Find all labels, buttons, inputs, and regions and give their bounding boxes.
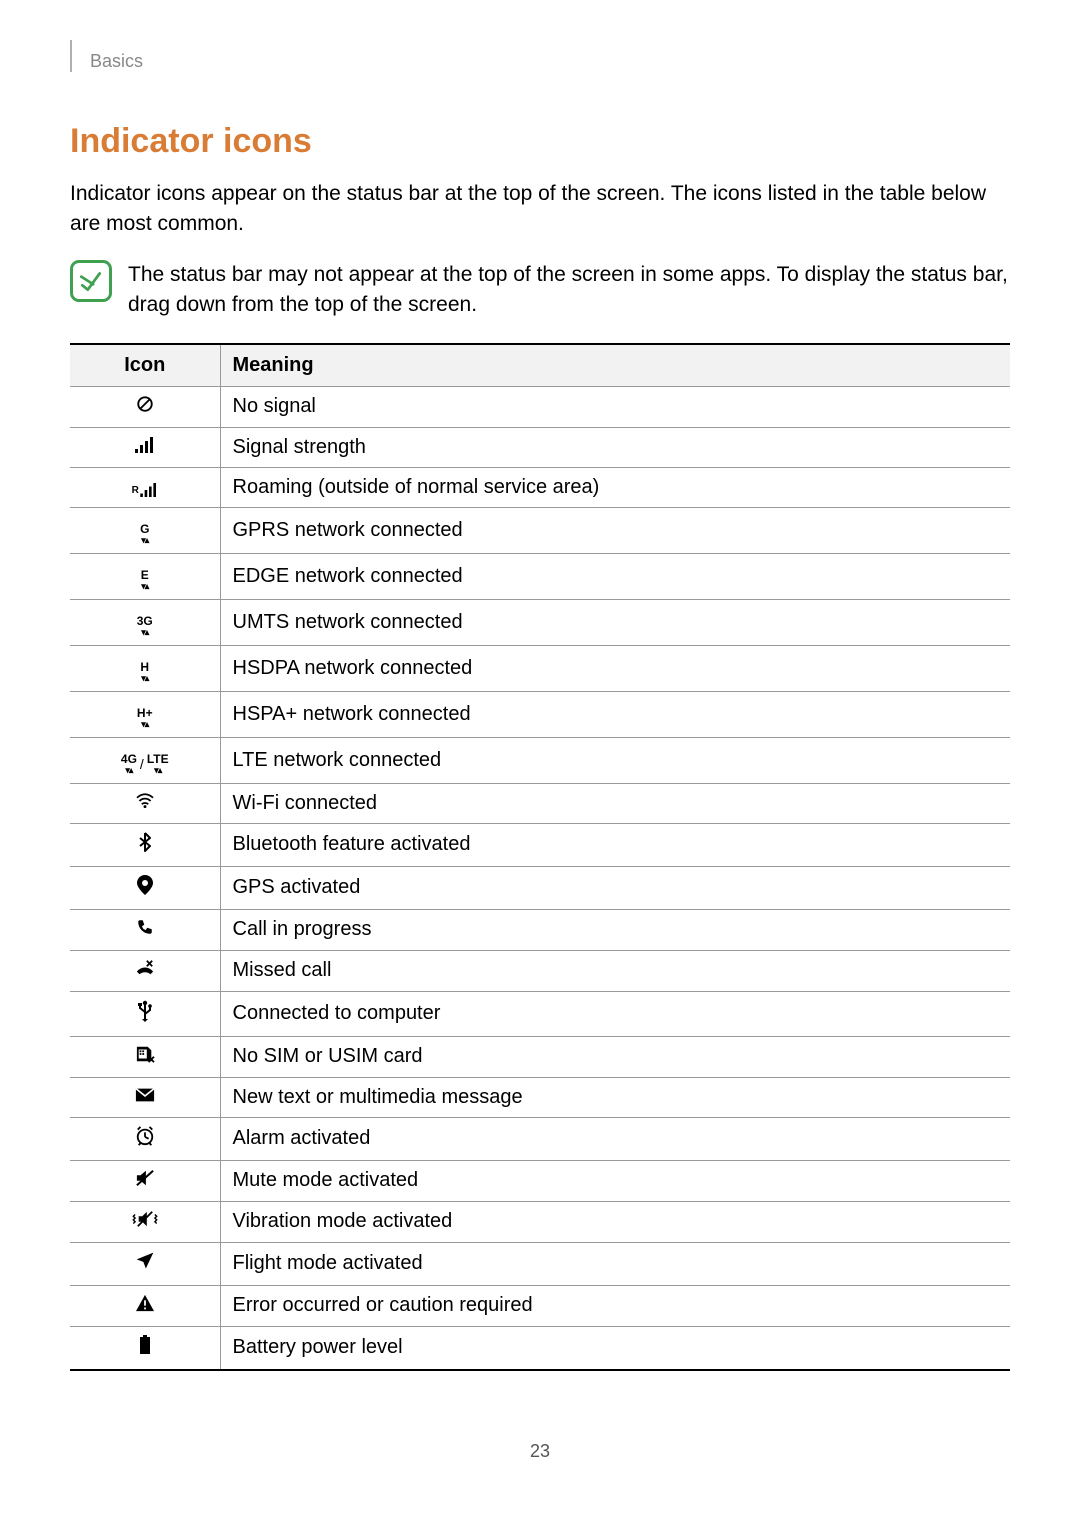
table-row: Call in progress (70, 909, 1010, 950)
meaning-cell: Flight mode activated (220, 1242, 1010, 1285)
meaning-cell: No SIM or USIM card (220, 1036, 1010, 1077)
meaning-cell: New text or multimedia message (220, 1077, 1010, 1117)
error-icon (70, 1285, 220, 1326)
wifi-icon (70, 783, 220, 823)
meaning-cell: Mute mode activated (220, 1160, 1010, 1201)
meaning-cell: UMTS network connected (220, 599, 1010, 645)
meaning-cell: EDGE network connected (220, 553, 1010, 599)
table-row: Bluetooth feature activated (70, 823, 1010, 866)
table-row: Vibration mode activated (70, 1201, 1010, 1242)
bluetooth-icon (70, 823, 220, 866)
meaning-cell: Missed call (220, 950, 1010, 991)
gps-icon (70, 866, 220, 909)
meaning-cell: Signal strength (220, 427, 1010, 467)
table-row: E▾▴EDGE network connected (70, 553, 1010, 599)
edge-icon: E▾▴ (70, 553, 220, 599)
meaning-cell: Battery power level (220, 1326, 1010, 1370)
call-icon (70, 909, 220, 950)
usb-icon (70, 991, 220, 1036)
hspa-plus-icon: H+▾▴ (70, 691, 220, 737)
meaning-cell: LTE network connected (220, 737, 1010, 783)
table-row: Alarm activated (70, 1117, 1010, 1160)
meaning-cell: GPRS network connected (220, 507, 1010, 553)
meaning-cell: Alarm activated (220, 1117, 1010, 1160)
table-header-icon: Icon (70, 344, 220, 387)
intro-text: Indicator icons appear on the status bar… (70, 179, 1010, 240)
breadcrumb-tab: Basics (70, 40, 1010, 72)
meaning-cell: Roaming (outside of normal service area) (220, 467, 1010, 507)
umts-icon: 3G▾▴ (70, 599, 220, 645)
table-row: H▾▴HSDPA network connected (70, 645, 1010, 691)
meaning-cell: Wi-Fi connected (220, 783, 1010, 823)
table-row: Error occurred or caution required (70, 1285, 1010, 1326)
flight-icon (70, 1242, 220, 1285)
vibrate-icon (70, 1201, 220, 1242)
table-row: No signal (70, 386, 1010, 427)
meaning-cell: GPS activated (220, 866, 1010, 909)
roaming-icon: R (70, 467, 220, 507)
table-header-meaning: Meaning (220, 344, 1010, 387)
hsdpa-icon: H▾▴ (70, 645, 220, 691)
table-row: Missed call (70, 950, 1010, 991)
mute-icon (70, 1160, 220, 1201)
lte-icon: 4G▾▴/LTE▾▴ (70, 737, 220, 783)
table-row: Wi-Fi connected (70, 783, 1010, 823)
table-row: Flight mode activated (70, 1242, 1010, 1285)
meaning-cell: HSDPA network connected (220, 645, 1010, 691)
battery-icon (70, 1326, 220, 1370)
section-heading: Indicator icons (70, 122, 1010, 161)
table-row: G▾▴GPRS network connected (70, 507, 1010, 553)
indicator-icons-table: Icon Meaning No signalSignal strengthRRo… (70, 343, 1010, 1371)
missed-call-icon (70, 950, 220, 991)
alarm-icon (70, 1117, 220, 1160)
meaning-cell: No signal (220, 386, 1010, 427)
table-row: New text or multimedia message (70, 1077, 1010, 1117)
meaning-cell: Bluetooth feature activated (220, 823, 1010, 866)
page-number: 23 (70, 1441, 1010, 1462)
table-row: Connected to computer (70, 991, 1010, 1036)
no-sim-icon (70, 1036, 220, 1077)
meaning-cell: Call in progress (220, 909, 1010, 950)
table-row: H+▾▴HSPA+ network connected (70, 691, 1010, 737)
table-row: RRoaming (outside of normal service area… (70, 467, 1010, 507)
note-icon (70, 260, 112, 302)
meaning-cell: Vibration mode activated (220, 1201, 1010, 1242)
table-row: Mute mode activated (70, 1160, 1010, 1201)
note-text: The status bar may not appear at the top… (128, 260, 1010, 321)
table-row: GPS activated (70, 866, 1010, 909)
meaning-cell: Connected to computer (220, 991, 1010, 1036)
note-block: The status bar may not appear at the top… (70, 260, 1010, 321)
meaning-cell: Error occurred or caution required (220, 1285, 1010, 1326)
table-row: No SIM or USIM card (70, 1036, 1010, 1077)
gprs-icon: G▾▴ (70, 507, 220, 553)
breadcrumb-label: Basics (90, 51, 143, 72)
table-row: Signal strength (70, 427, 1010, 467)
message-icon (70, 1077, 220, 1117)
no-signal-icon (70, 386, 220, 427)
table-row: 3G▾▴UMTS network connected (70, 599, 1010, 645)
table-row: 4G▾▴/LTE▾▴LTE network connected (70, 737, 1010, 783)
meaning-cell: HSPA+ network connected (220, 691, 1010, 737)
signal-icon (70, 427, 220, 467)
table-row: Battery power level (70, 1326, 1010, 1370)
